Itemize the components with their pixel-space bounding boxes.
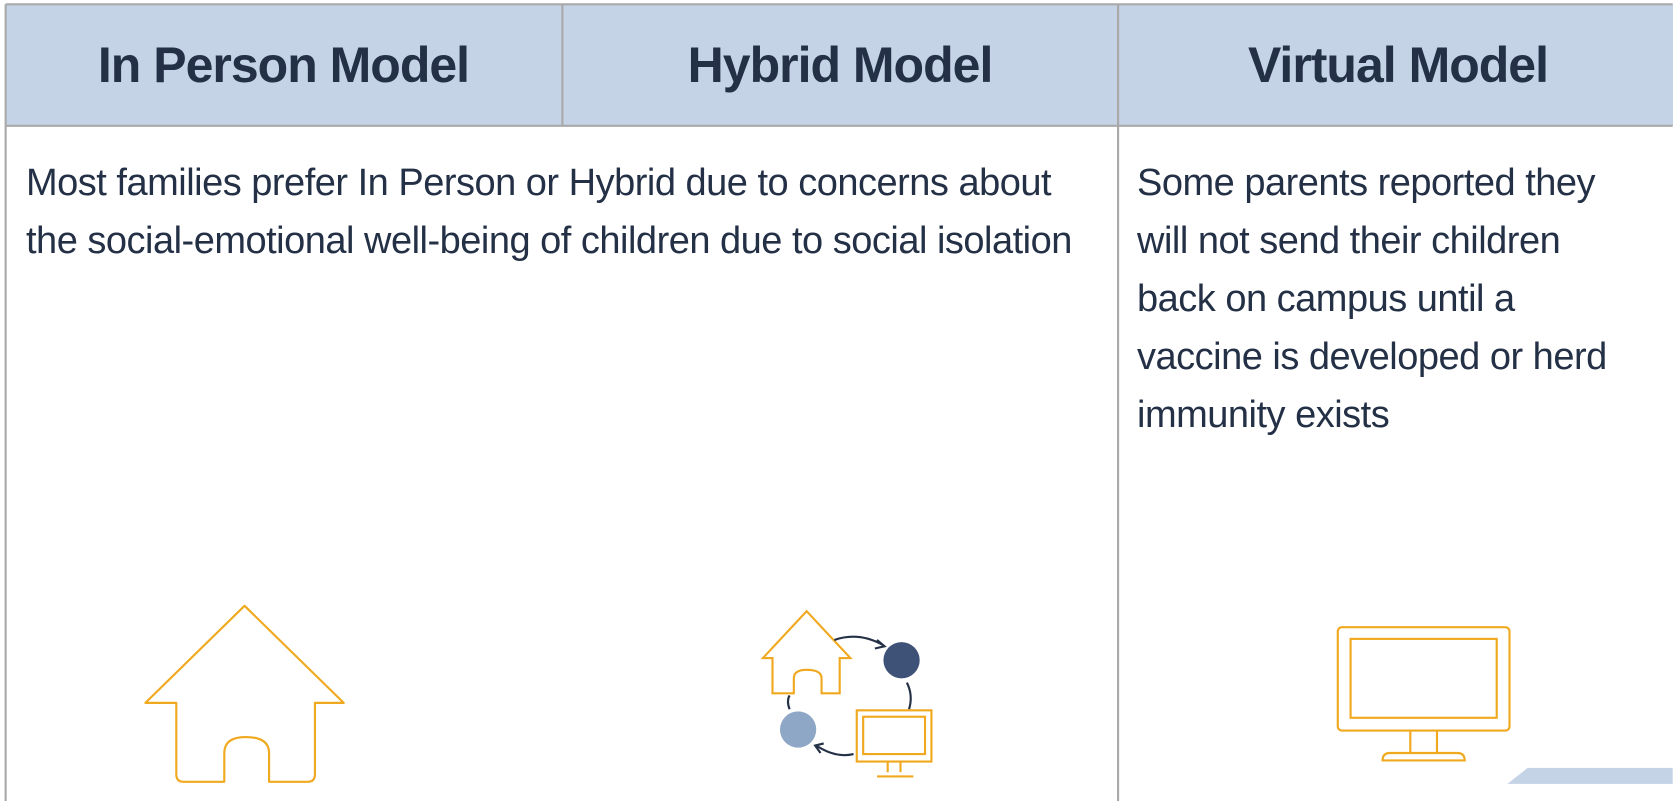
monitor-icon (1336, 626, 1511, 762)
house-icon (144, 604, 345, 783)
column-header: Virtual Model (1247, 37, 1549, 93)
column-header: In Person Model (97, 37, 470, 93)
hybrid-icon (760, 609, 933, 778)
column-header: Hybrid Model (687, 37, 994, 93)
cell-text: Some parents reported they will not send… (1137, 162, 1607, 436)
table-borders (4, 3, 1673, 801)
corner-decoration (1507, 767, 1673, 784)
header-row (5, 4, 1673, 126)
cell-text: Most families prefer In Person or Hybrid… (26, 162, 1072, 262)
